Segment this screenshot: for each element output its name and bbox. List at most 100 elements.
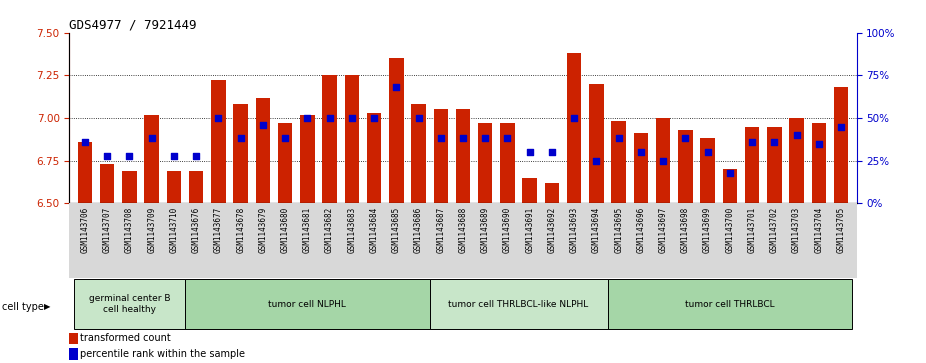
- Text: tumor cell THRLBCL-like NLPHL: tumor cell THRLBCL-like NLPHL: [448, 299, 589, 309]
- Point: [589, 158, 604, 163]
- Text: GSM1143691: GSM1143691: [525, 207, 534, 253]
- Point: [78, 139, 93, 145]
- Bar: [300, 115, 315, 203]
- Bar: [430, 279, 607, 329]
- Text: GSM1143682: GSM1143682: [325, 207, 334, 253]
- Bar: [185, 279, 430, 329]
- Bar: [256, 98, 270, 203]
- Point: [789, 132, 804, 138]
- Text: tumor cell THRLBCL: tumor cell THRLBCL: [685, 299, 775, 309]
- Point: [144, 135, 159, 141]
- Text: GSM1143680: GSM1143680: [281, 207, 290, 253]
- Bar: [678, 130, 693, 203]
- Bar: [767, 126, 782, 203]
- Text: GSM1143688: GSM1143688: [458, 207, 468, 253]
- Bar: [278, 123, 293, 203]
- Bar: [607, 279, 852, 329]
- Text: ▶: ▶: [44, 302, 51, 311]
- Point: [722, 170, 737, 175]
- Point: [278, 135, 293, 141]
- Point: [456, 135, 470, 141]
- Point: [767, 139, 782, 145]
- Bar: [633, 133, 648, 203]
- Point: [122, 152, 137, 158]
- Bar: [100, 164, 115, 203]
- Bar: [69, 348, 78, 360]
- Text: GDS4977 / 7921449: GDS4977 / 7921449: [69, 19, 197, 32]
- Point: [500, 135, 515, 141]
- Bar: [611, 121, 626, 203]
- Text: GSM1143702: GSM1143702: [770, 207, 779, 253]
- Text: GSM1143694: GSM1143694: [592, 207, 601, 253]
- Text: GSM1143698: GSM1143698: [681, 207, 690, 253]
- Text: GSM1143686: GSM1143686: [414, 207, 423, 253]
- Bar: [433, 110, 448, 203]
- Point: [544, 149, 559, 155]
- Text: GSM1143683: GSM1143683: [347, 207, 357, 253]
- Text: GSM1143705: GSM1143705: [836, 207, 845, 253]
- Text: GSM1143695: GSM1143695: [614, 207, 623, 253]
- Text: GSM1143679: GSM1143679: [258, 207, 268, 253]
- Bar: [811, 123, 826, 203]
- Point: [256, 122, 270, 128]
- Text: GSM1143704: GSM1143704: [814, 207, 823, 253]
- Text: GSM1143703: GSM1143703: [792, 207, 801, 253]
- Text: GSM1143701: GSM1143701: [747, 207, 757, 253]
- Bar: [833, 87, 848, 203]
- Text: GSM1143696: GSM1143696: [636, 207, 645, 253]
- Bar: [233, 104, 248, 203]
- Point: [367, 115, 382, 121]
- Point: [433, 135, 448, 141]
- Bar: [144, 115, 159, 203]
- Bar: [211, 81, 226, 203]
- Bar: [544, 183, 559, 203]
- Bar: [389, 58, 404, 203]
- Bar: [69, 333, 78, 344]
- Bar: [411, 104, 426, 203]
- Point: [211, 115, 226, 121]
- Text: transformed count: transformed count: [81, 334, 171, 343]
- Point: [611, 135, 626, 141]
- Text: GSM1143676: GSM1143676: [192, 207, 201, 253]
- Bar: [700, 138, 715, 203]
- Text: GSM1143699: GSM1143699: [703, 207, 712, 253]
- Point: [100, 152, 115, 158]
- Bar: [122, 171, 137, 203]
- Point: [300, 115, 315, 121]
- Bar: [167, 171, 181, 203]
- Bar: [789, 118, 804, 203]
- Bar: [189, 171, 204, 203]
- Text: GSM1143684: GSM1143684: [369, 207, 379, 253]
- Text: cell type: cell type: [2, 302, 44, 312]
- Text: GSM1143708: GSM1143708: [125, 207, 134, 253]
- Point: [189, 152, 204, 158]
- Text: GSM1143709: GSM1143709: [147, 207, 156, 253]
- Text: GSM1143677: GSM1143677: [214, 207, 223, 253]
- Bar: [344, 75, 359, 203]
- Bar: [567, 53, 582, 203]
- Point: [389, 84, 404, 90]
- Bar: [500, 123, 515, 203]
- Point: [478, 135, 493, 141]
- Point: [700, 149, 715, 155]
- Text: GSM1143706: GSM1143706: [81, 207, 90, 253]
- Point: [633, 149, 648, 155]
- Point: [322, 115, 337, 121]
- Bar: [78, 142, 93, 203]
- Text: GSM1143685: GSM1143685: [392, 207, 401, 253]
- Text: GSM1143690: GSM1143690: [503, 207, 512, 253]
- Bar: [74, 279, 185, 329]
- Bar: [322, 75, 337, 203]
- Text: GSM1143687: GSM1143687: [436, 207, 445, 253]
- Text: GSM1143707: GSM1143707: [103, 207, 112, 253]
- Bar: [589, 84, 604, 203]
- Point: [656, 158, 670, 163]
- Text: tumor cell NLPHL: tumor cell NLPHL: [269, 299, 346, 309]
- Bar: [656, 118, 670, 203]
- Bar: [367, 113, 382, 203]
- Text: GSM1143710: GSM1143710: [169, 207, 179, 253]
- Text: GSM1143697: GSM1143697: [658, 207, 668, 253]
- Text: GSM1143693: GSM1143693: [569, 207, 579, 253]
- Bar: [456, 110, 470, 203]
- Bar: [745, 126, 759, 203]
